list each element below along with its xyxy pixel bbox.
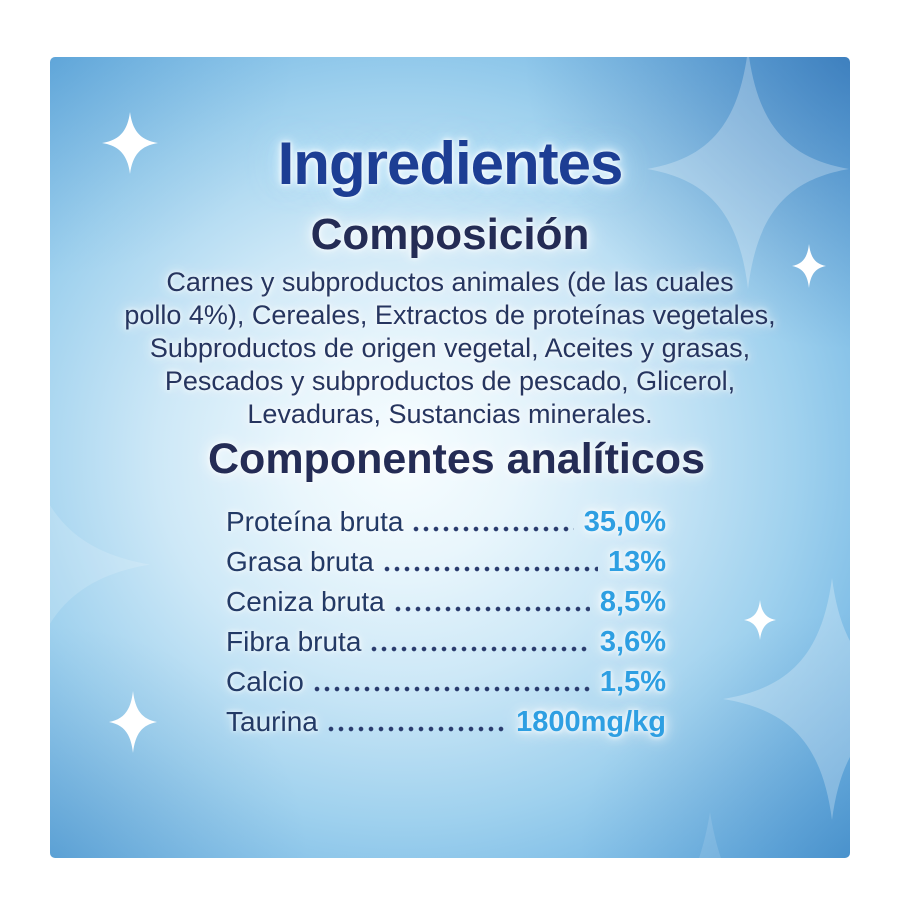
sparkle-icon bbox=[109, 691, 157, 753]
row-value: 3,6% bbox=[599, 625, 666, 658]
composition-heading: Composición bbox=[310, 210, 590, 259]
dot-leader bbox=[369, 643, 590, 655]
panel-title: Ingredientes bbox=[277, 130, 624, 197]
dot-leader bbox=[392, 603, 590, 615]
row-value: 35,0% bbox=[583, 505, 666, 538]
ingredients-panel: Ingredientes Composición Carnes y subpro… bbox=[50, 57, 850, 858]
row-label: Proteína bruta bbox=[226, 506, 404, 537]
row-value: 1,5% bbox=[599, 665, 666, 698]
composition-line: Pescados y subproductos de pescado, Glic… bbox=[164, 366, 736, 396]
row-label: Ceniza bruta bbox=[226, 586, 385, 617]
row-label: Grasa bruta bbox=[226, 546, 374, 577]
analytics-heading: Componentes analíticos bbox=[208, 435, 705, 483]
sparkle-icon bbox=[50, 417, 150, 712]
composition-line: Levaduras, Sustancias minerales. bbox=[247, 399, 653, 429]
row-value: 8,5% bbox=[599, 585, 666, 618]
sparkle-icon bbox=[723, 578, 850, 820]
composition-text: Carnes y subproductos animales (de las c… bbox=[80, 266, 820, 431]
row-label: Taurina bbox=[226, 706, 318, 737]
table-row: Proteína bruta 35,0% bbox=[226, 502, 666, 542]
dot-leader bbox=[311, 683, 590, 695]
row-value: 13% bbox=[607, 545, 666, 578]
row-label: Calcio bbox=[226, 666, 304, 697]
dot-leader bbox=[381, 563, 598, 575]
composition-line: Subproductos de origen vegetal, Aceites … bbox=[149, 333, 751, 363]
sparkle-icon bbox=[744, 600, 776, 640]
table-row: Calcio 1,5% bbox=[226, 662, 666, 702]
row-value: 1800mg/kg bbox=[516, 705, 666, 738]
table-row: Grasa bruta 13% bbox=[226, 542, 666, 582]
dot-leader bbox=[325, 723, 507, 735]
dot-leader bbox=[411, 523, 574, 535]
sparkle-icon bbox=[530, 812, 850, 858]
analytics-table: Proteína bruta 35,0% Grasa bruta 13% Cen… bbox=[226, 502, 666, 742]
composition-line: pollo 4%), Cereales, Extractos de proteí… bbox=[124, 300, 776, 330]
table-row: Fibra bruta 3,6% bbox=[226, 622, 666, 662]
row-label: Fibra bruta bbox=[226, 626, 362, 657]
composition-line: Carnes y subproductos animales (de las c… bbox=[166, 267, 734, 297]
table-row: Ceniza bruta 8,5% bbox=[226, 582, 666, 622]
table-row: Taurina 1800mg/kg bbox=[226, 702, 666, 742]
